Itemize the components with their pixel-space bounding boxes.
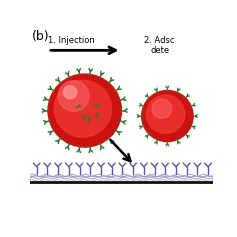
Circle shape bbox=[54, 80, 112, 137]
Circle shape bbox=[64, 86, 77, 99]
Text: 2. Adsc: 2. Adsc bbox=[143, 36, 174, 45]
Circle shape bbox=[142, 91, 193, 141]
Text: (b): (b) bbox=[32, 30, 49, 43]
Text: 1. Injection: 1. Injection bbox=[48, 36, 95, 45]
Circle shape bbox=[146, 95, 185, 133]
Text: dete: dete bbox=[151, 46, 170, 55]
Circle shape bbox=[152, 99, 172, 118]
Circle shape bbox=[48, 74, 121, 147]
Circle shape bbox=[58, 81, 89, 111]
